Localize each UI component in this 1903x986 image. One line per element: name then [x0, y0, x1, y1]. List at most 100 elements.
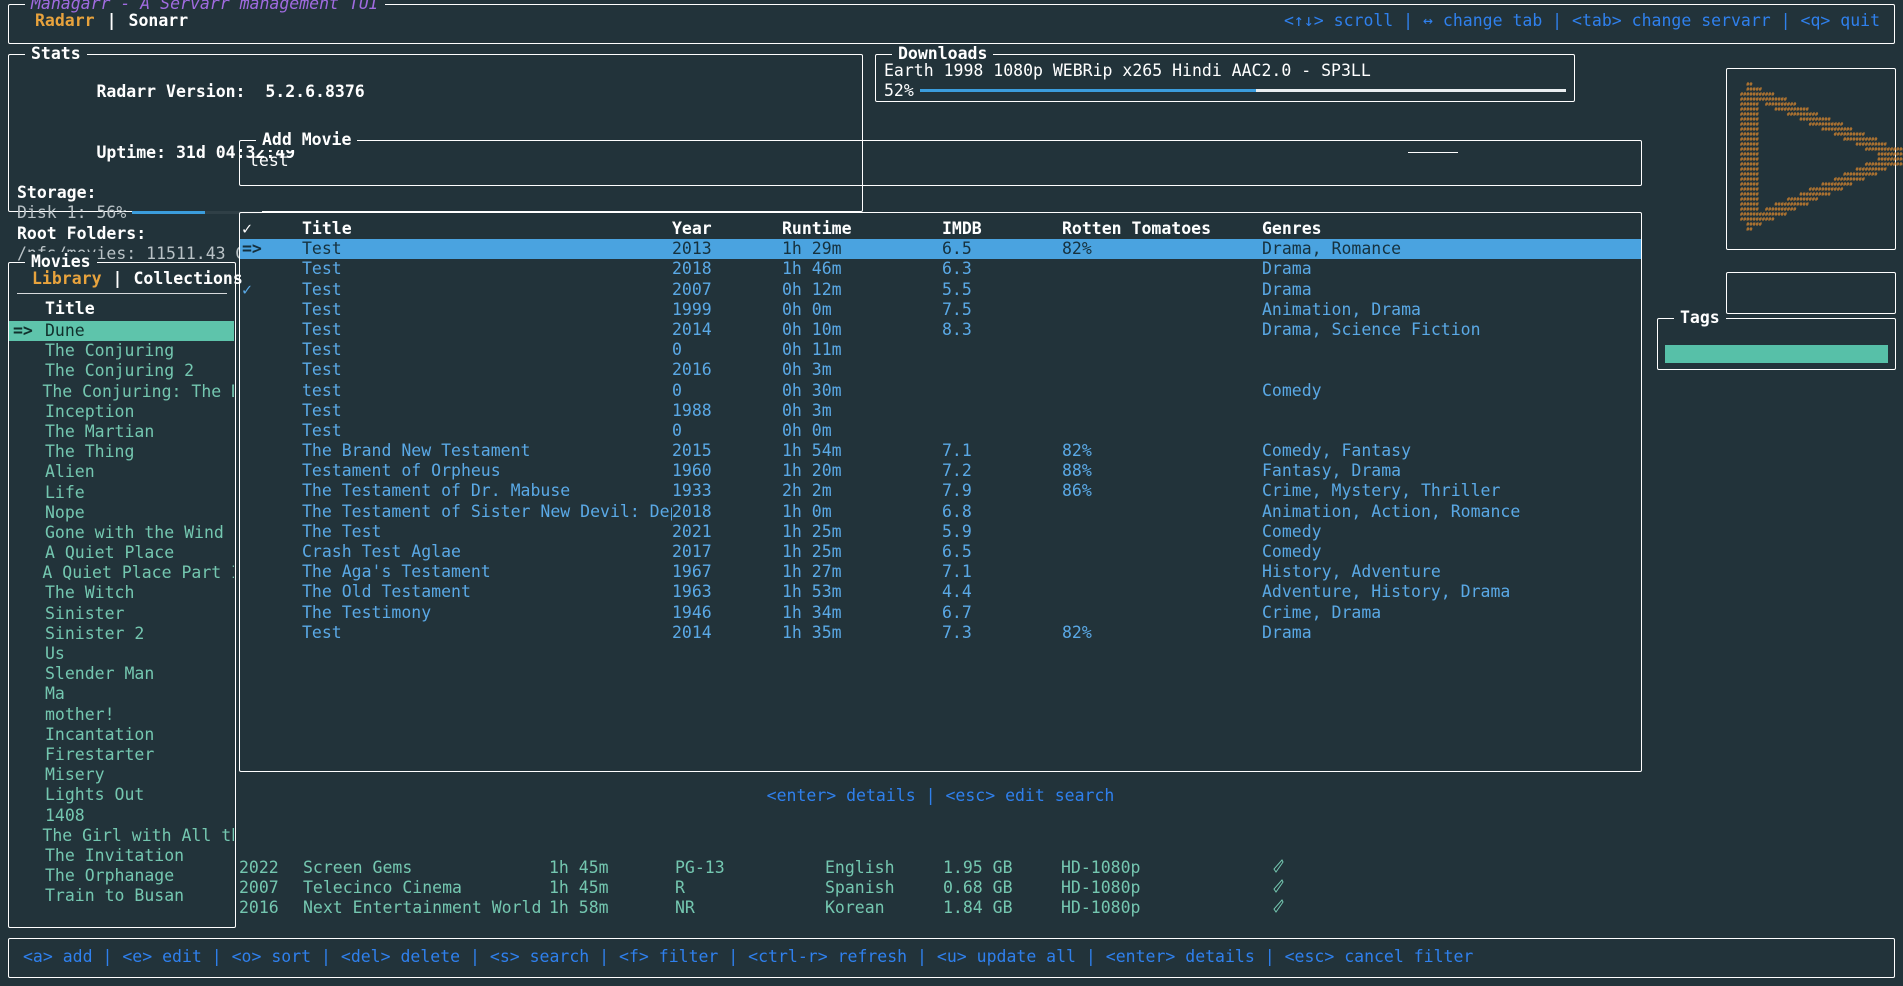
list-item[interactable]: The Girl with All the	[9, 826, 234, 846]
movies-panel[interactable]: Movies Library | Collections Title => Dun…	[8, 252, 243, 928]
table-row[interactable]: The Aga's Testament 1967 1h 27m 7.1 History,…	[240, 562, 1641, 582]
add-movie-search-input[interactable]: test	[249, 151, 289, 170]
list-item[interactable]: Inception	[9, 402, 234, 422]
list-item[interactable]: Life	[9, 483, 234, 503]
tab-collections[interactable]: Collections	[133, 269, 243, 288]
table-row[interactable]: Crash Test Aglae 2017 1h 25m 6.5 Comedy	[240, 542, 1641, 562]
list-item[interactable]: The Conjuring: The De	[9, 382, 234, 402]
table-row[interactable]: Test 2016 0h 3m	[240, 360, 1641, 380]
results-col-header[interactable]: Title	[302, 219, 352, 238]
cell-runtime: 1h 20m	[782, 461, 842, 481]
table-row[interactable]: The Testament of Sister New Devil: Depar…	[240, 502, 1641, 522]
list-item-label: Ma	[45, 684, 65, 704]
divider-line	[1408, 152, 1458, 153]
list-item[interactable]: Incantation	[9, 725, 234, 745]
tag-input-field[interactable]	[1665, 345, 1888, 363]
tab-sonarr[interactable]: Sonarr	[128, 11, 189, 30]
table-row[interactable]: The Testament of Dr. Mabuse 1933 2h 2m 7.9 8…	[240, 481, 1641, 501]
list-item[interactable]: Nope	[9, 503, 234, 523]
list-item[interactable]: The Orphanage	[9, 866, 234, 886]
results-col-header[interactable]: Rotten Tomatoes	[1062, 219, 1212, 238]
results-col-header[interactable]: Genres	[1262, 219, 1322, 238]
cell-year: 2013	[672, 239, 712, 259]
table-row[interactable]: The Testimony 1946 1h 34m 6.7 Crime, Drama	[240, 603, 1641, 623]
cell-title: The Test	[302, 521, 382, 541]
table-row[interactable]: test 0 0h 30m Comedy	[240, 381, 1641, 401]
results-help-hints: <enter> details | <esc> edit search	[766, 786, 1115, 805]
servarr-tabs: Radarr | Sonarr	[23, 11, 200, 31]
table-row[interactable]: The Brand New Testament 2015 1h 54m 7.1 82% C…	[240, 441, 1641, 461]
list-item[interactable]: A Quiet Place Part II	[9, 563, 234, 583]
footer-help-text: <a> add | <e> edit | <o> sort | <del> de…	[23, 947, 1474, 966]
cell-title: Test	[302, 319, 342, 339]
list-item[interactable]: The Martian	[9, 422, 234, 442]
cell-imdb: 7.3	[942, 622, 972, 642]
cell-rotten-tomatoes: 82%	[1062, 622, 1092, 642]
list-item[interactable]: => Dune	[9, 321, 234, 342]
tab-radarr[interactable]: Radarr	[35, 11, 95, 30]
cell-title: Test	[302, 259, 342, 279]
cell-runtime: 0h 10m	[782, 319, 842, 339]
results-col-header[interactable]: Runtime	[782, 219, 852, 238]
table-row[interactable]: => Test 2013 1h 29m 6.5 82% Drama, Romance	[240, 239, 1641, 260]
table-row[interactable]: ✓ Test 2007 0h 12m 5.5 Drama	[240, 280, 1641, 300]
tab-library[interactable]: Library	[32, 269, 102, 288]
results-col-header[interactable]: IMDB	[942, 219, 982, 238]
detail-certification: PG-13	[675, 858, 725, 877]
footer-help-bar: <a> add | <e> edit | <o> sort | <del> de…	[8, 938, 1895, 978]
detail-row[interactable]: 2016 Next Entertainment World 1h 58m NR Kore…	[239, 898, 1889, 918]
cell-genres: Drama	[1262, 279, 1312, 299]
list-item[interactable]: Ma	[9, 684, 234, 704]
search-results-panel[interactable]: ✓ Title Year Runtime IMDB Rotten Tomatoes Genr…	[239, 212, 1642, 772]
cell-runtime: 1h 34m	[782, 602, 842, 622]
list-item[interactable]: A Quiet Place	[9, 543, 234, 563]
cell-year: 2015	[672, 441, 712, 461]
downloads-title: Downloads	[892, 44, 994, 64]
list-item[interactable]: Slender Man	[9, 664, 234, 684]
list-item-label: Dune	[45, 321, 85, 340]
add-movie-search-box[interactable]: Add Movie test	[239, 130, 1642, 186]
table-row[interactable]: Test 1988 0h 3m	[240, 401, 1641, 421]
cell-imdb: 7.5	[942, 299, 972, 319]
list-item[interactable]: Train to Busan	[9, 886, 234, 906]
list-item[interactable]: 1408	[9, 806, 234, 826]
table-row[interactable]: Test 2014 1h 35m 7.3 82% Drama	[240, 623, 1641, 643]
results-col-header[interactable]: Year	[672, 219, 712, 238]
tag-icon	[1271, 878, 1311, 899]
cell-imdb: 7.1	[942, 562, 972, 582]
list-item[interactable]: Alien	[9, 462, 234, 482]
cell-genres: Drama, Science Fiction	[1262, 319, 1481, 339]
list-item[interactable]: Gone with the Wind	[9, 523, 234, 543]
table-row[interactable]: Test 2018 1h 46m 6.3 Drama	[240, 259, 1641, 279]
table-row[interactable]: Test 0 0h 11m	[240, 340, 1641, 360]
list-item[interactable]: Sinister 2	[9, 624, 234, 644]
app-title: Managarr - A Servarr management TUI	[25, 0, 385, 14]
radarr-version-label: Radarr Version:	[96, 82, 246, 102]
list-item[interactable]: Misery	[9, 765, 234, 785]
table-row[interactable]: Test 2014 0h 10m 8.3 Drama, Science Fiction	[240, 320, 1641, 340]
cell-title: Test	[302, 400, 342, 420]
root-folders-label: Root Folders:	[17, 223, 147, 243]
table-row[interactable]: Test 0 0h 0m	[240, 421, 1641, 441]
list-item[interactable]: Lights Out	[9, 785, 234, 805]
cell-year: 1946	[672, 602, 712, 622]
table-row[interactable]: The Test 2021 1h 25m 5.9 Comedy	[240, 522, 1641, 542]
detail-row[interactable]: 2022 Screen Gems 1h 45m PG-13 English 1.95 GB…	[239, 858, 1889, 878]
list-item[interactable]: mother!	[9, 705, 234, 725]
list-item[interactable]: The Invitation	[9, 846, 234, 866]
cell-imdb: 5.9	[942, 521, 972, 541]
table-row[interactable]: The Old Testament 1963 1h 53m 4.4 Adventure,…	[240, 582, 1641, 602]
list-item-label: Train to Busan	[45, 886, 185, 906]
results-col-header[interactable]: ✓	[242, 219, 252, 238]
detail-row[interactable]: 2007 Telecinco Cinema 1h 45m R Spanish 0.68 G…	[239, 878, 1889, 898]
table-row[interactable]: Testament of Orpheus 1960 1h 20m 7.2 88% Fant…	[240, 461, 1641, 481]
list-item[interactable]: Firestarter	[9, 745, 234, 765]
list-item[interactable]: The Thing	[9, 442, 234, 462]
storage-label: Storage:	[17, 183, 97, 203]
table-row[interactable]: Test 1999 0h 0m 7.5 Animation, Drama	[240, 300, 1641, 320]
list-item[interactable]: The Conjuring	[9, 341, 234, 361]
list-item[interactable]: Sinister	[9, 604, 234, 624]
list-item[interactable]: Us	[9, 644, 234, 664]
list-item[interactable]: The Witch	[9, 583, 234, 603]
list-item[interactable]: The Conjuring 2	[9, 361, 234, 381]
